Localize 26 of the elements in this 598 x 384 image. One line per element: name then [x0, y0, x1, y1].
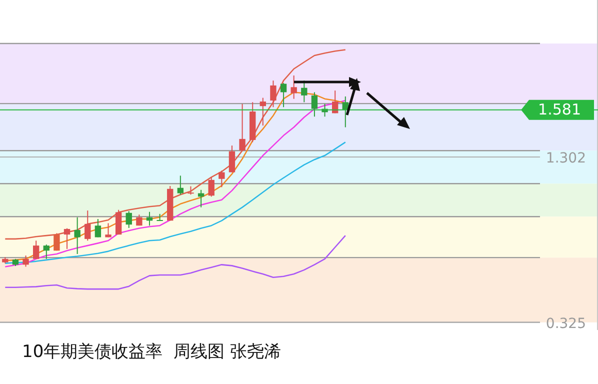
candlestick — [22, 255, 29, 268]
y-tick-label: 1.302 — [546, 150, 586, 167]
candlestick — [74, 216, 80, 255]
candlestick — [228, 145, 236, 173]
candlestick — [177, 175, 184, 196]
candlestick — [260, 97, 266, 126]
candlestick — [239, 103, 246, 152]
candlestick — [126, 210, 132, 228]
candlestick — [301, 80, 308, 103]
y-tick-label: 0.325 — [546, 316, 586, 332]
candlestick — [32, 240, 40, 260]
candlestick — [270, 80, 276, 108]
candlestick — [43, 244, 50, 260]
candlestick — [311, 92, 318, 118]
candlestick — [115, 209, 122, 236]
ref-line-label: 1.581 — [538, 100, 582, 119]
candlestick — [290, 74, 297, 100]
candlestick — [280, 82, 287, 108]
candlestick — [84, 210, 91, 242]
text: 10年期美债收益率 周线图 张尧浠 — [22, 341, 281, 363]
candlestick — [94, 218, 102, 238]
candlestick — [105, 222, 112, 238]
candlestick — [64, 228, 70, 250]
candlestick — [342, 96, 348, 128]
candlestick — [218, 170, 225, 188]
candlestick — [208, 176, 214, 198]
